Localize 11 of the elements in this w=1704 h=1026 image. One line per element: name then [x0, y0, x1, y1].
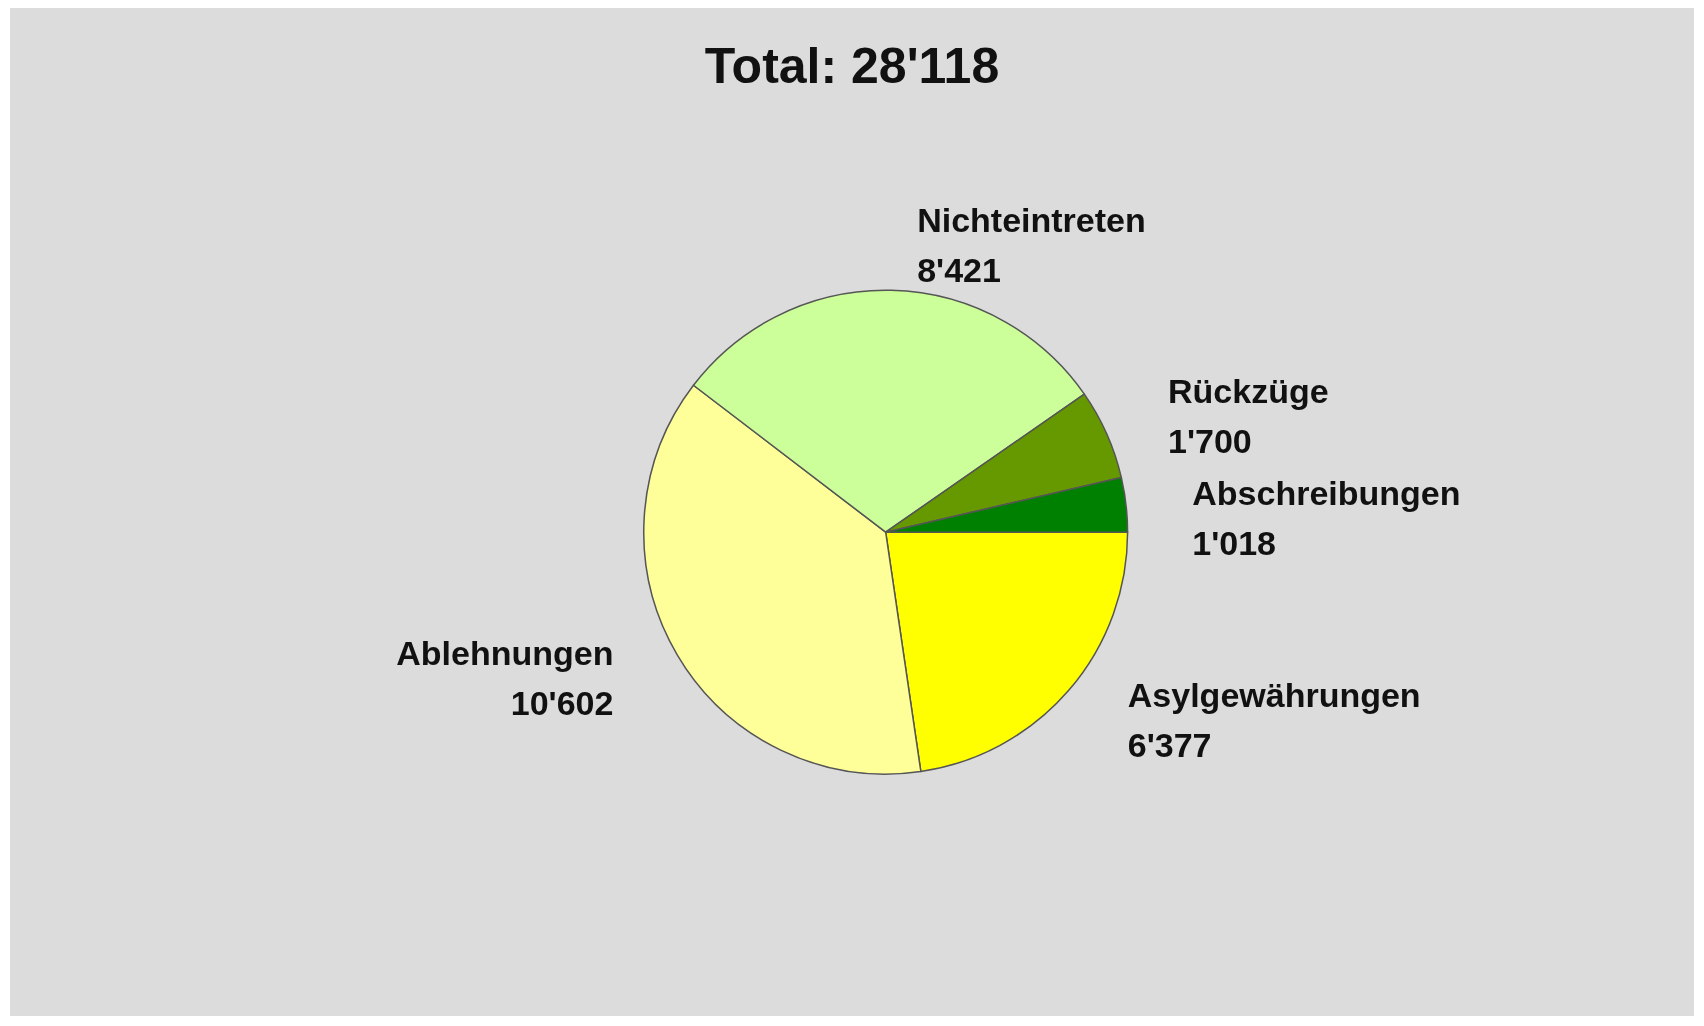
data-label: 10'602 [510, 683, 614, 722]
data-label: 1'700 [1167, 421, 1252, 460]
data-label: 6'377 [1127, 725, 1212, 764]
slice-label: Nichteintreten [917, 201, 1146, 240]
slice-label: Rückzüge [1167, 371, 1329, 410]
slice-label: Ablehnungen [396, 633, 614, 672]
data-label: 8'421 [917, 251, 1001, 290]
data-label: 1'018 [1192, 523, 1276, 562]
slice-label: Asylgewährungen [1127, 675, 1421, 714]
chart-title: Total: 28'118 [704, 38, 1000, 94]
slice-label: Abschreibungen [1192, 473, 1461, 512]
